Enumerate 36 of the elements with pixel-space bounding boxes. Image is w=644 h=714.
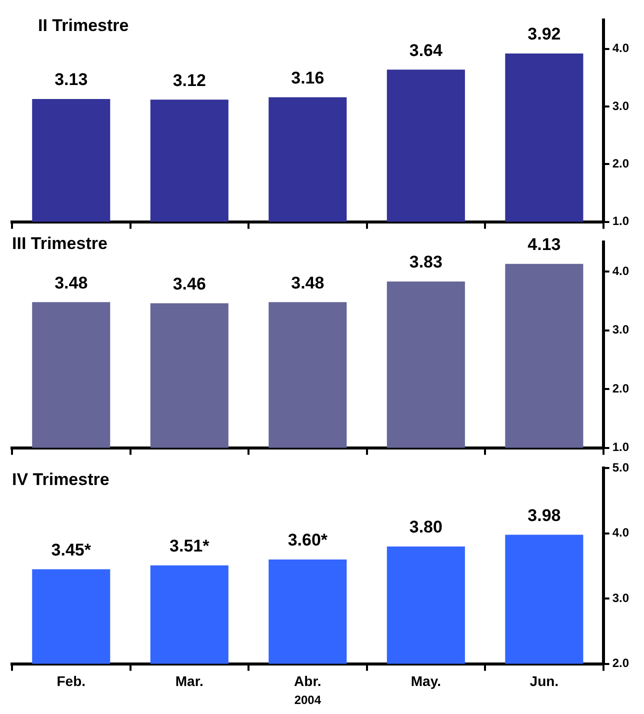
y-tick-label: 4.0 <box>612 264 630 278</box>
chart-title: II Trimestre <box>38 16 129 36</box>
y-tick-label: 1.0 <box>612 214 630 228</box>
data-label: 3.16 <box>291 68 324 88</box>
x-tick-label: Jun. <box>530 673 559 690</box>
y-tick-label: 1.0 <box>612 440 630 454</box>
chart-title: IV Trimestre <box>12 470 110 490</box>
data-label: 3.45* <box>51 540 92 560</box>
data-label: 3.51* <box>170 536 210 556</box>
data-label: 3.48 <box>54 273 88 292</box>
y-tick-label: 5.0 <box>612 460 630 475</box>
data-label: 3.48 <box>291 273 324 292</box>
x-tick-label: May. <box>410 673 441 690</box>
x-tick-label: Mar. <box>175 673 204 690</box>
x-tick-label: Feb. <box>56 673 86 690</box>
data-label: 3.80 <box>409 518 442 537</box>
y-tick-label: 4.0 <box>612 526 630 540</box>
data-label: 3.64 <box>409 40 444 60</box>
data-label: 3.60* <box>288 530 328 550</box>
y-tick-label: 3.0 <box>612 322 630 337</box>
y-tick-label: 3.0 <box>612 98 630 113</box>
y-tick-label: 3.0 <box>612 590 630 605</box>
y-tick-label: 4.0 <box>612 41 630 56</box>
data-label: 4.13 <box>528 235 561 254</box>
data-label: 3.46 <box>172 274 206 294</box>
chart-title: III Trimestre <box>12 234 108 254</box>
x-tick-label: Abr. <box>294 673 322 690</box>
data-label: 3.13 <box>54 70 88 90</box>
data-label: 3.92 <box>528 24 561 44</box>
y-tick-label: 2.0 <box>612 381 630 396</box>
y-tick-label: 2.0 <box>612 156 630 170</box>
y-tick-label: 2.0 <box>612 656 630 670</box>
data-label: 3.98 <box>528 506 561 525</box>
x-axis-title: 2004 <box>294 693 322 708</box>
data-label: 3.12 <box>172 70 206 90</box>
data-label: 3.83 <box>409 252 442 272</box>
